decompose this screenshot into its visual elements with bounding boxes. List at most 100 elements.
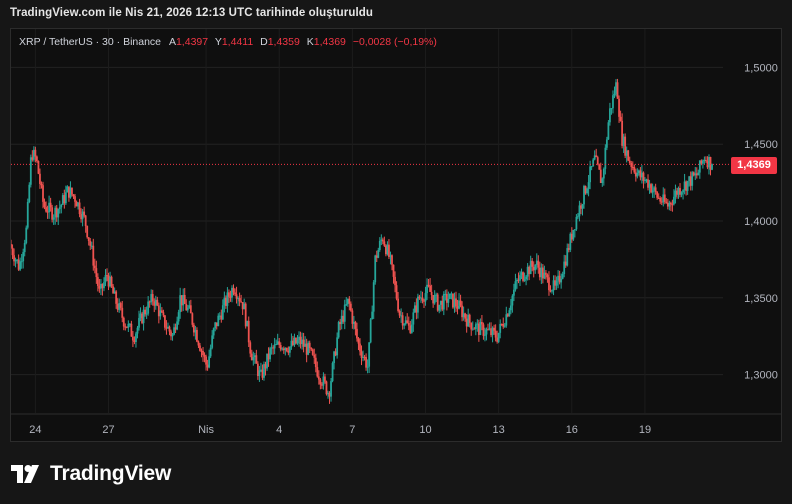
candle-body: [17, 259, 20, 270]
candle-body: [389, 255, 392, 257]
candle-body: [392, 264, 395, 277]
tradingview-logo-icon: [11, 465, 39, 483]
candle-body: [455, 298, 457, 307]
candle-body: [365, 357, 367, 368]
candle-body: [593, 155, 596, 160]
candle-body: [212, 328, 215, 336]
candle-body: [133, 340, 136, 342]
candle-body: [253, 355, 256, 358]
candle-body: [621, 120, 624, 146]
candle-body: [519, 275, 521, 281]
candle-body: [525, 276, 528, 280]
candle-body: [509, 305, 512, 311]
candle-body: [23, 243, 26, 253]
candle-body: [64, 192, 67, 204]
candle-body: [320, 384, 323, 386]
candle-body: [595, 155, 598, 158]
candle-body: [192, 324, 195, 333]
candle-body: [409, 325, 412, 333]
candle-body: [261, 369, 264, 378]
candle-body: [196, 329, 198, 342]
candle-body: [421, 297, 424, 301]
candle-body: [673, 196, 675, 205]
candle-body: [331, 363, 334, 382]
legend-low-label: D: [260, 36, 268, 48]
candle-body: [45, 207, 47, 212]
candle-body: [654, 187, 657, 192]
chart-panel[interactable]: 1,3000 1,3500 1,4000 1,4500 1,5000 24 27 Nis 4 7 1…: [10, 28, 782, 442]
candle-body: [69, 187, 72, 198]
candle-body: [22, 252, 25, 262]
candle-body: [46, 211, 49, 213]
candle-body: [154, 299, 157, 306]
candle-body: [93, 265, 96, 269]
candle-body: [599, 169, 602, 184]
candle-body: [214, 322, 217, 329]
candle-body: [106, 275, 108, 277]
candle-body: [136, 327, 139, 334]
candle-body: [296, 340, 299, 344]
candle-body: [29, 157, 32, 185]
candle-body: [301, 339, 303, 345]
candle-body: [160, 310, 163, 313]
candle-body: [107, 275, 110, 287]
candle-body: [11, 247, 14, 256]
candle-body: [369, 319, 372, 343]
candle-body: [386, 244, 389, 255]
candle-body: [470, 322, 473, 330]
y-tick-label: 1,3000: [744, 370, 778, 382]
legend-symbol[interactable]: XRP / TetherUS · 30 · Binance: [19, 36, 162, 48]
candle-body: [293, 337, 296, 346]
ohlc-legend: XRP / TetherUS · 30 · Binance A1,4397 Y1…: [19, 36, 437, 48]
candle-body: [124, 326, 127, 328]
candle-body: [516, 279, 518, 282]
candle-body: [171, 334, 174, 337]
candle-body: [57, 209, 60, 218]
candle-body: [677, 188, 680, 195]
candle-body: [266, 353, 268, 369]
candle-body: [63, 195, 66, 204]
candle-body: [197, 341, 200, 346]
candle-body: [438, 304, 441, 311]
candle-body: [167, 326, 169, 329]
candle-body: [566, 248, 569, 266]
candle-body: [400, 315, 403, 317]
candle-body: [116, 303, 119, 310]
candle-body: [371, 311, 374, 320]
candle-body: [674, 190, 677, 197]
candle-body: [343, 304, 346, 322]
candle-body: [554, 280, 556, 286]
candle-body: [569, 233, 572, 250]
candle-body: [462, 313, 465, 318]
candle-body: [532, 266, 535, 271]
candle-body: [427, 284, 430, 286]
candle-body: [506, 314, 509, 317]
candle-body: [145, 313, 148, 315]
candle-body: [538, 267, 541, 278]
candle-body: [430, 291, 433, 296]
candle-body: [156, 299, 159, 306]
candle-body: [679, 188, 681, 195]
candle-body: [683, 181, 686, 191]
candle-body: [299, 336, 302, 345]
candle-body: [581, 204, 584, 209]
candle-body: [644, 180, 646, 182]
candle-body: [170, 331, 172, 337]
candlestick-chart[interactable]: 1,3000 1,3500 1,4000 1,4500 1,5000 24 27 Nis 4 7 1…: [11, 29, 781, 441]
candle-body: [497, 332, 500, 342]
candle-body: [628, 160, 631, 163]
candle-body: [276, 341, 279, 345]
candle-body: [95, 268, 98, 278]
candle-body: [528, 266, 531, 275]
candle-body: [537, 260, 540, 268]
candle-body: [503, 325, 506, 327]
candle-body: [48, 202, 50, 213]
candle-body: [202, 350, 204, 356]
candle-body: [78, 202, 81, 215]
candle-body: [631, 166, 634, 168]
candle-body: [487, 329, 489, 331]
tradingview-brand[interactable]: TradingView: [11, 461, 171, 487]
candle-body: [287, 350, 290, 353]
candle-body: [34, 149, 37, 157]
candle-body: [208, 356, 211, 368]
